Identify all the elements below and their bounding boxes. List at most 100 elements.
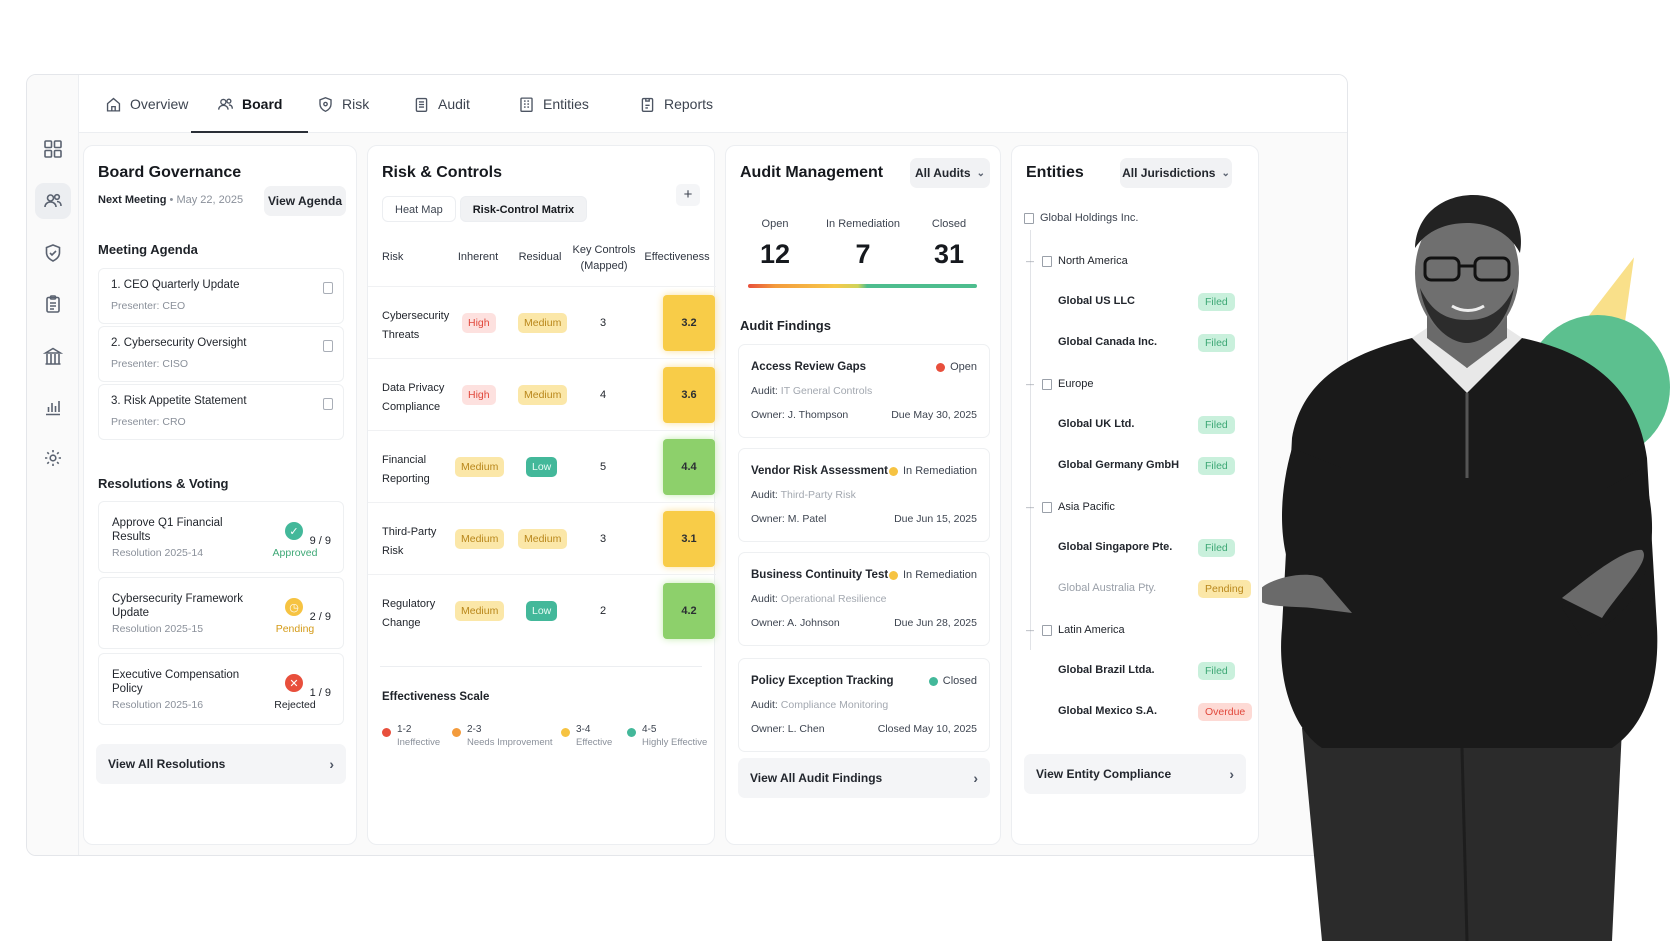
resolution-id: Resolution 2025-15: [112, 623, 204, 635]
table-row[interactable]: Cybersecurity Threats High Medium 3 3.2: [368, 286, 716, 358]
legend-label: Highly Effective: [642, 737, 708, 748]
agenda-item[interactable]: 3. Risk Appetite Statement Presenter: CR…: [98, 384, 344, 440]
resolution-item[interactable]: Cybersecurity Framework Update Resolutio…: [98, 577, 344, 649]
legend-dot: [561, 728, 570, 737]
add-button[interactable]: +: [676, 184, 700, 206]
tab-heat-map[interactable]: Heat Map: [382, 196, 456, 222]
tree-root[interactable]: Global Holdings Inc.: [1024, 212, 1138, 224]
risk-name: Financial Reporting: [382, 454, 430, 485]
collapse-icon: —: [1026, 625, 1034, 635]
building-icon: [1042, 624, 1052, 636]
status-badge: Filed: [1198, 293, 1235, 311]
gear-icon[interactable]: [35, 440, 71, 476]
resolution-item[interactable]: Approve Q1 Financial Results Resolution …: [98, 501, 344, 573]
entity-node[interactable]: Global Mexico S.A.: [1058, 705, 1157, 717]
card-title: Board Governance: [98, 164, 242, 181]
building-icon: [1042, 501, 1052, 513]
stat-value: 12: [759, 239, 791, 269]
finding-card[interactable]: Vendor Risk Assessment In Remediation Au…: [738, 448, 990, 542]
finding-title: Vendor Risk Assessment: [751, 465, 888, 477]
tab-overview[interactable]: Overview: [79, 75, 214, 133]
tree-line: [1030, 230, 1031, 650]
card-title: Entities: [1026, 164, 1084, 181]
region-node[interactable]: — Asia Pacific: [1026, 501, 1115, 513]
finding-owner: Owner: M. Patel: [751, 513, 827, 525]
entities-card: Entities All Jurisdictions ⌄ Global Hold…: [1011, 145, 1259, 845]
residual-badge: Medium: [518, 313, 568, 333]
view-entity-compliance-link[interactable]: View Entity Compliance ›: [1024, 754, 1246, 794]
tab-risk[interactable]: Risk: [291, 75, 395, 133]
tab-risk-control-matrix[interactable]: Risk-Control Matrix: [459, 196, 588, 222]
region-node[interactable]: — Europe: [1026, 378, 1093, 390]
entity-node[interactable]: Global US LLC: [1058, 295, 1135, 307]
status-dot: [936, 362, 946, 372]
tab-entities[interactable]: Entities: [492, 75, 615, 133]
tab-board[interactable]: Board: [191, 75, 309, 133]
jurisdiction-filter-dropdown[interactable]: All Jurisdictions ⌄: [1120, 158, 1232, 188]
entity-name: Global Germany GmbH: [1058, 459, 1180, 471]
clipboard-icon[interactable]: [35, 286, 71, 322]
resolution-item[interactable]: Executive Compensation Policy Resolution…: [98, 653, 344, 725]
resolution-title: Approve Q1 Financial Results: [112, 517, 223, 543]
entity-node[interactable]: Global Brazil Ltda.: [1058, 664, 1155, 676]
table-row[interactable]: Financial Reporting Medium Low 5 4.4: [368, 430, 716, 502]
legend-item: 4-5 Highly Effective: [627, 724, 707, 748]
tab-label: Reports: [664, 96, 714, 112]
entity-node[interactable]: Global Canada Inc.: [1058, 336, 1157, 348]
entity-name: Global Canada Inc.: [1058, 336, 1158, 348]
home-icon: [106, 97, 121, 112]
view-agenda-button[interactable]: View Agenda: [264, 186, 346, 216]
tab-audit[interactable]: Audit: [387, 75, 496, 133]
bar-chart-icon[interactable]: [35, 389, 71, 425]
entity-name: Global US LLC: [1058, 295, 1135, 307]
document-icon[interactable]: [323, 282, 333, 294]
document-icon[interactable]: [323, 398, 333, 410]
legend-item: 2-3 Needs Improvement: [452, 724, 553, 748]
shield-icon[interactable]: [35, 235, 71, 271]
finding-card[interactable]: Business Continuity Test In Remediation …: [738, 552, 990, 646]
finding-status: In Remediation: [889, 465, 977, 477]
inherent-badge: High: [462, 385, 496, 405]
table-row[interactable]: Data Privacy Compliance High Medium 4 3.…: [368, 358, 716, 430]
view-all-audit-findings-link[interactable]: View All Audit Findings ›: [738, 758, 990, 798]
view-all-resolutions-link[interactable]: View All Resolutions ›: [96, 744, 346, 784]
column-header: Residual: [518, 251, 562, 263]
sidebar: [27, 75, 79, 855]
entity-node[interactable]: Global Australia Pty.: [1058, 582, 1156, 594]
finding-title: Policy Exception Tracking: [751, 675, 894, 687]
finding-status: Closed: [928, 675, 977, 687]
region-node[interactable]: — North America: [1026, 255, 1128, 267]
resolution-status: Pending: [275, 623, 315, 635]
tab-reports[interactable]: Reports: [613, 75, 739, 133]
entity-node[interactable]: Global Singapore Pte.: [1058, 541, 1172, 553]
grid-icon[interactable]: [35, 131, 71, 167]
table-row[interactable]: Regulatory Change Medium Low 2 4.2: [368, 574, 716, 646]
report-icon: [641, 97, 654, 112]
divider: [380, 666, 702, 667]
agenda-presenter: Presenter: CISO: [111, 358, 189, 370]
building-icon: [1042, 378, 1052, 390]
agenda-item[interactable]: 1. CEO Quarterly Update Presenter: CEO: [98, 268, 344, 324]
document-icon[interactable]: [323, 340, 333, 352]
audit-name: Operational Resilience: [780, 593, 887, 605]
agenda-item[interactable]: 2. Cybersecurity Oversight Presenter: CI…: [98, 326, 344, 382]
clipboard-icon: [415, 97, 428, 112]
entity-node[interactable]: Global UK Ltd.: [1058, 418, 1134, 430]
finding-owner: Owner: L. Chen: [751, 723, 825, 735]
finding-card[interactable]: Policy Exception Tracking Closed Audit: …: [738, 658, 990, 752]
building-icon[interactable]: [35, 338, 71, 374]
inherent-badge: Medium: [455, 601, 505, 621]
finding-card[interactable]: Access Review Gaps Open Audit: IT Genera…: [738, 344, 990, 438]
users-icon[interactable]: [35, 183, 71, 219]
audit-filter-dropdown[interactable]: All Audits ⌄: [910, 158, 990, 188]
audit-name: Compliance Monitoring: [780, 699, 889, 711]
entity-node[interactable]: Global Germany GmbH: [1058, 459, 1179, 471]
status-dot: [889, 570, 898, 580]
meeting-agenda-title: Meeting Agenda: [98, 242, 198, 257]
table-row[interactable]: Third-Party Risk Medium Medium 3 3.1: [368, 502, 716, 574]
chevron-right-icon: ›: [329, 756, 334, 772]
inherent-badge: Medium: [455, 529, 505, 549]
region-node[interactable]: — Latin America: [1026, 624, 1125, 636]
entity-name: Global Brazil Ltda.: [1058, 664, 1155, 676]
audit-label: Audit:: [751, 699, 778, 711]
